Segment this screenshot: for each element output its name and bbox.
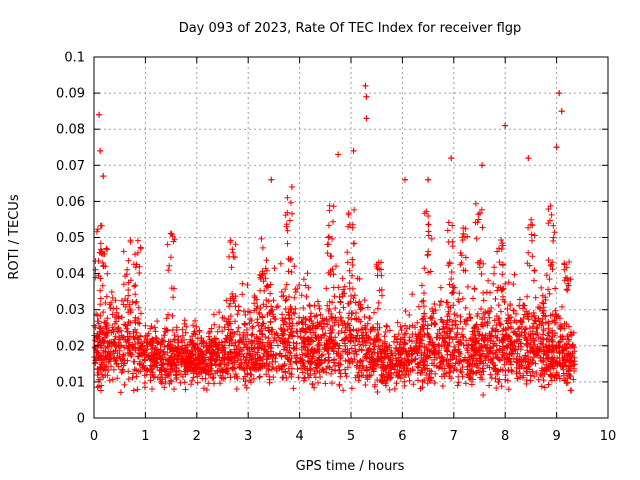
y-tick-label: 0.04 [56,267,85,282]
x-tick-label: 1 [141,429,149,444]
outlier-point [479,162,486,169]
axis-ticks: 0 1 2 3 4 5 6 7 8 9 10 0 0.01 0.02 0.03 0.04 0.05 0.06 0.0… [56,51,616,445]
outlier-point [350,147,357,154]
roti-scatter-points [91,82,578,398]
outlier-point [268,176,275,183]
outlier-point [96,111,103,118]
data-points [91,82,578,398]
x-tick-label: 0 [90,429,98,444]
outlier-point [363,115,370,122]
x-tick-label: 7 [450,429,458,444]
outlier-point [288,183,295,190]
x-tick-label: 6 [398,429,406,444]
outlier-point [363,93,370,100]
x-tick-label: 4 [295,429,303,444]
y-axis-label: ROTI / TECUs [7,194,22,279]
x-tick-label: 3 [244,429,252,444]
outlier-point [362,82,369,89]
x-tick-label: 10 [600,429,617,444]
outlier-point [335,151,342,158]
grid [94,57,608,418]
outlier-point [401,176,408,183]
outlier-point [97,147,104,154]
x-axis-label: GPS time / hours [296,459,405,474]
outlier-point [525,155,532,162]
y-tick-label: 0.03 [56,303,85,318]
y-tick-label: 0.06 [56,195,85,210]
x-tick-label: 8 [501,429,509,444]
outlier-point [553,144,560,151]
y-tick-label: 0 [77,412,85,427]
y-tick-label: 0.07 [56,159,85,174]
y-tick-label: 0.1 [64,51,85,66]
x-tick-label: 5 [347,429,355,444]
y-tick-label: 0.05 [56,231,85,246]
outlier-point [100,173,107,180]
x-tick-label: 9 [552,429,560,444]
y-tick-label: 0.09 [56,87,85,102]
chart-title: Day 093 of 2023, Rate Of TEC Index for r… [179,21,522,36]
x-tick-label: 2 [193,429,201,444]
outlier-point [558,108,565,115]
outlier-point [556,90,563,97]
outlier-point [448,155,455,162]
outlier-point [502,122,509,129]
y-tick-label: 0.08 [56,123,85,138]
y-tick-label: 0.02 [56,339,85,354]
y-tick-label: 0.01 [56,375,85,390]
outlier-point [425,176,432,183]
